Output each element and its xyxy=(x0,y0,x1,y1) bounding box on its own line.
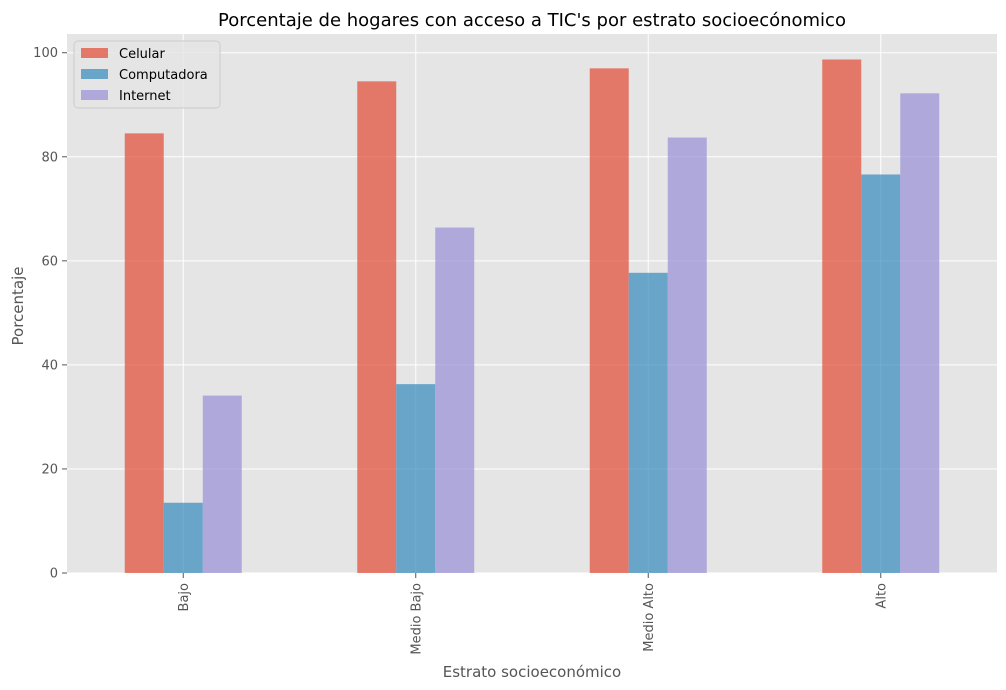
legend-label-celular: Celular xyxy=(119,47,166,62)
legend-swatch-celular xyxy=(81,48,108,58)
bar-computadora-medio-alto xyxy=(628,272,668,573)
x-axis-ticks: Bajo Medio Bajo Medio Alto Alto xyxy=(177,573,889,655)
y-tick-label: 20 xyxy=(41,462,58,477)
bar-internet-alto xyxy=(900,93,940,573)
bar-celular-alto xyxy=(822,59,862,574)
bar-computadora-bajo xyxy=(163,502,203,573)
legend: Celular Computadora Internet xyxy=(73,40,221,109)
legend-label-internet: Internet xyxy=(119,89,171,104)
legend-box xyxy=(73,40,221,109)
bar-internet-medio-bajo xyxy=(435,227,475,574)
bar-celular-medio-bajo xyxy=(357,81,397,573)
y-tick-label: 40 xyxy=(41,358,58,373)
legend-swatch-computadora xyxy=(81,69,108,79)
x-tick-label: Alto xyxy=(874,583,889,609)
x-axis-label: Estrato socioeconómico xyxy=(443,663,621,681)
y-tick-label: 60 xyxy=(41,254,58,269)
x-tick-label: Medio Bajo xyxy=(409,583,424,655)
bar-internet-bajo xyxy=(202,395,242,573)
x-tick-label: Bajo xyxy=(177,583,192,611)
legend-swatch-internet xyxy=(81,90,108,100)
y-tick-label: 80 xyxy=(41,150,58,165)
x-tick-label: Medio Alto xyxy=(642,583,657,652)
bars xyxy=(124,59,940,574)
y-axis-ticks: 0 20 40 60 80 100 xyxy=(33,46,67,582)
legend-label-computadora: Computadora xyxy=(119,68,208,83)
bar-internet-medio-alto xyxy=(667,137,707,573)
y-tick-label: 100 xyxy=(33,46,58,61)
bar-celular-medio-alto xyxy=(589,68,629,574)
y-axis-label: Porcentaje xyxy=(9,267,27,346)
y-tick-label: 0 xyxy=(50,567,58,582)
chart-title: Porcentaje de hogares con acceso a TIC's… xyxy=(218,10,846,31)
bar-computadora-alto xyxy=(861,174,901,574)
bar-computadora-medio-bajo xyxy=(396,384,436,573)
bar-celular-bajo xyxy=(124,133,164,573)
